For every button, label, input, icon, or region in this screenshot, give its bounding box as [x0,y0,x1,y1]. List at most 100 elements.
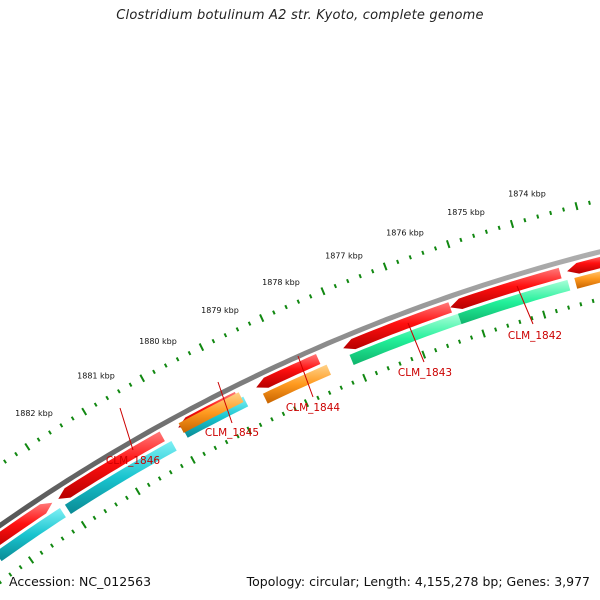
minor-tick [114,502,118,507]
cds-feature [450,267,562,309]
minor-tick [223,332,228,338]
minor-tick [506,323,510,328]
inner-scale-ticks [0,298,595,585]
minor-tick [497,225,501,231]
minor-tick [224,439,229,445]
minor-tick [270,417,274,422]
minor-tick [346,278,350,284]
minor-tick [469,335,474,340]
minor-tick [71,529,76,534]
minor-tick [494,327,498,332]
minor-tick [358,273,362,279]
major-tick [509,219,515,229]
minor-tick [433,246,438,251]
gene-feature [262,364,331,404]
minor-tick [308,294,313,299]
minor-tick [536,214,540,219]
major-tick [303,399,310,408]
minor-tick [14,451,19,457]
minor-tick [70,416,75,421]
minor-tick [457,339,462,344]
minor-tick [105,395,110,401]
minor-tick [187,350,192,356]
gene-feature [64,441,177,514]
minor-tick [421,250,425,256]
minor-tick [434,347,438,353]
minor-tick [125,495,129,501]
minor-tick [202,451,206,457]
major-tick [27,556,35,564]
minor-tick [48,430,52,435]
gene-feature [574,271,600,289]
minor-tick [296,299,301,304]
major-tick [134,487,141,496]
major-tick [445,240,451,249]
minor-tick [408,255,412,260]
major-tick [574,202,579,211]
minor-tick [484,229,488,234]
minor-tick [472,233,476,238]
genome-title: Clostridium botulinum A2 str. Kyoto, com… [116,8,484,23]
major-tick [421,350,427,359]
cds-feature [343,302,452,350]
cds-feature [58,431,165,499]
minor-tick [588,200,591,206]
gene-feature [349,313,462,365]
minor-tick [293,406,297,411]
scale-label: 1880 kbp [139,337,177,346]
minor-tick [396,259,400,265]
outer-scale-ticks [3,200,591,464]
minor-tick [567,305,571,310]
minor-tick [60,536,65,541]
major-tick [481,329,486,338]
gene-feature [457,279,571,325]
locus-leader-line [119,407,134,451]
locus-label[interactable]: CLM_1844 [286,402,341,414]
locus-label[interactable]: CLM_1843 [398,367,452,379]
minor-tick [213,445,218,451]
locus-label[interactable]: CLM_1846 [106,455,161,467]
genome-summary: Topology: circular; Length: 4,155,278 bp… [246,574,590,589]
minor-tick [579,302,583,307]
scale-label: 1876 kbp [386,229,424,238]
major-tick [246,426,252,435]
major-tick [81,407,88,416]
scale-label: 1877 kbp [325,252,363,261]
scale-label: 1878 kbp [262,278,300,287]
minor-tick [117,389,121,394]
scale-label: 1882 kbp [15,409,53,418]
locus-labels: CLM_1846 CLM_1845 CLM_1844 CLM_1843 CLM_1842 [106,285,562,467]
minor-tick [562,207,566,212]
minor-tick [258,422,263,428]
gene-feature [0,508,66,562]
minor-tick [247,321,252,326]
gene-feature [178,392,244,433]
minor-tick [351,380,355,385]
minor-tick [103,508,108,514]
minor-tick [371,269,375,274]
major-tick [24,442,31,451]
locus-label[interactable]: CLM_1842 [508,330,562,342]
minor-tick [272,310,276,315]
locus-label[interactable]: CLM_1845 [205,427,259,439]
minor-tick [339,385,343,390]
scale-label: 1874 kbp [508,190,546,199]
minor-tick [549,210,553,216]
cds-feature [256,354,321,388]
locus-leader-line [516,285,534,325]
major-tick [259,313,265,323]
minor-tick [554,308,558,314]
scale-label: 1879 kbp [201,306,239,315]
minor-tick [93,402,98,407]
minor-tick [146,482,151,488]
minor-tick [591,298,595,304]
cds-feature [567,256,600,274]
minor-tick [374,370,379,376]
major-tick [80,520,87,529]
locus-leader-line [407,322,425,363]
minor-tick [50,543,54,548]
minor-tick [281,411,286,417]
cds-feature [0,502,53,546]
minor-tick [179,463,184,469]
minor-tick [3,459,7,464]
